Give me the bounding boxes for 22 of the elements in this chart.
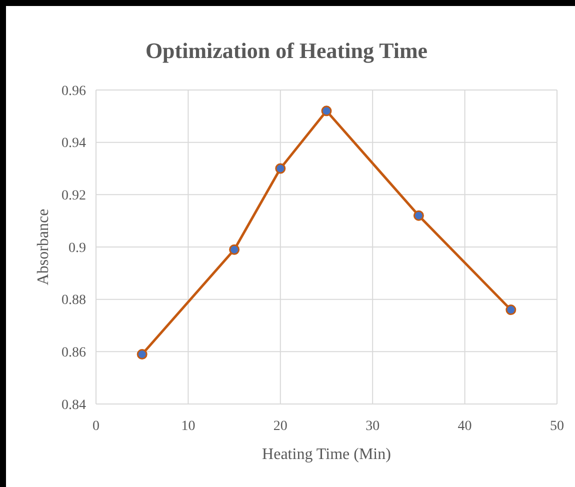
y-tick-label: 0.94 [62,136,86,152]
x-axis-title: Heating Time (Min) [262,446,391,463]
y-tick-label: 0.86 [62,346,86,361]
x-tick-label: 0 [92,419,100,434]
y-tick-label: 0.92 [62,188,86,204]
point [506,304,516,316]
y-tick-label: 0.88 [62,293,86,308]
point [136,349,148,360]
y-tick-label: 0.96 [62,84,86,99]
y-tick-label: 0.9 [68,240,86,256]
x-tick-label: 20 [273,419,288,434]
point [321,106,332,116]
x-tick-label: 30 [366,419,380,434]
x-tick-label: 10 [181,419,196,434]
point [413,210,424,221]
x-tick-label: 40 [458,419,472,434]
point [275,163,286,174]
point [229,244,240,255]
y-axis-title: Absorbance [35,208,52,286]
y-tick-label: 0.84 [62,398,86,413]
chart-title: Optimization of Heating Time [145,38,428,63]
x-tick-label: 50 [550,419,564,434]
